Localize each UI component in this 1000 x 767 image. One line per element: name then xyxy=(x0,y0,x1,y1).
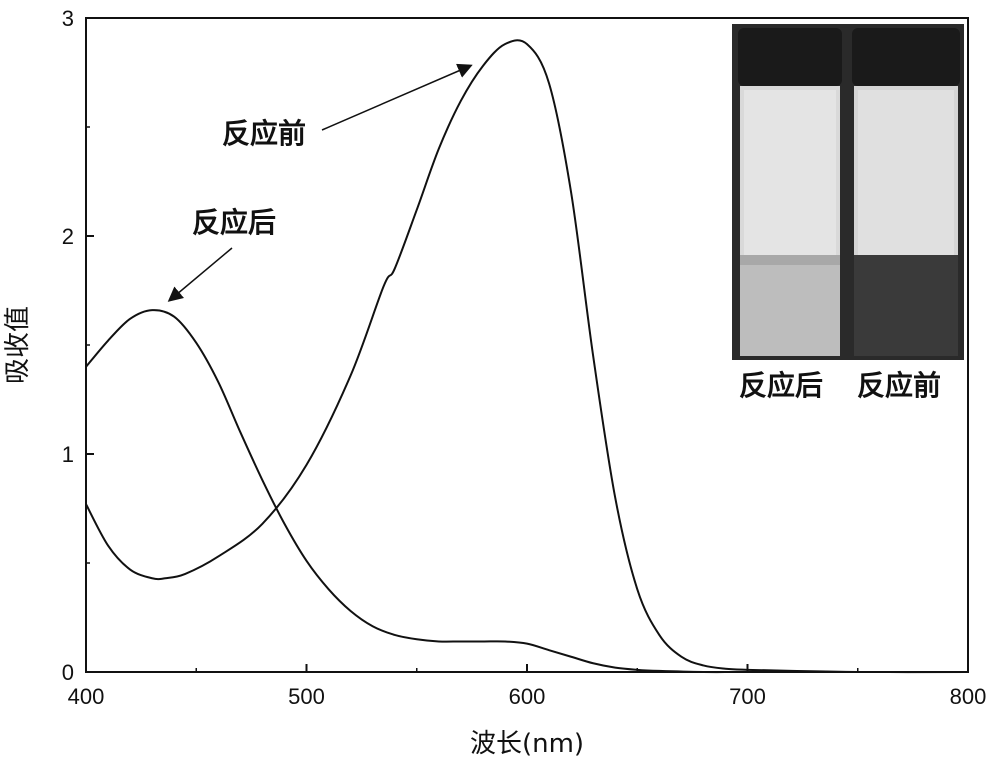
y-tick-label: 1 xyxy=(62,442,74,467)
x-axis-title: 波长(nm) xyxy=(470,729,584,759)
annotation-before-arrow xyxy=(321,63,473,131)
x-tick-label: 800 xyxy=(950,684,987,709)
vial-after xyxy=(738,28,842,356)
y-axis-title: 吸收值 xyxy=(3,306,33,384)
x-tick-label: 700 xyxy=(729,684,766,709)
annotation-after-arrow xyxy=(167,247,233,302)
inset-vial-photo xyxy=(732,24,964,360)
vial-before xyxy=(852,28,960,356)
vial-after-liquid xyxy=(740,255,840,356)
y-tick-label: 2 xyxy=(62,224,74,249)
annotation-before: 反应前 xyxy=(222,63,473,150)
y-axis-ticks: 0 1 2 3 xyxy=(62,6,94,685)
series-line-after xyxy=(85,309,968,674)
y-tick-label: 0 xyxy=(62,660,74,685)
annotation-after: 反应后 xyxy=(167,206,276,302)
inset-label-before: 反应前 xyxy=(857,369,941,402)
vial-before-liquid xyxy=(854,255,958,356)
x-tick-label: 400 xyxy=(68,684,105,709)
x-axis-ticks: 400 500 600 700 800 xyxy=(68,664,987,709)
series-layer xyxy=(85,39,969,674)
inset-label-after: 反应后 xyxy=(739,369,823,402)
x-tick-label: 600 xyxy=(509,684,546,709)
series-line-before xyxy=(85,39,969,674)
x-tick-label: 500 xyxy=(288,684,325,709)
annotation-before-label: 反应前 xyxy=(222,117,306,150)
annotation-after-label: 反应后 xyxy=(192,206,276,239)
y-tick-label: 3 xyxy=(62,6,74,31)
